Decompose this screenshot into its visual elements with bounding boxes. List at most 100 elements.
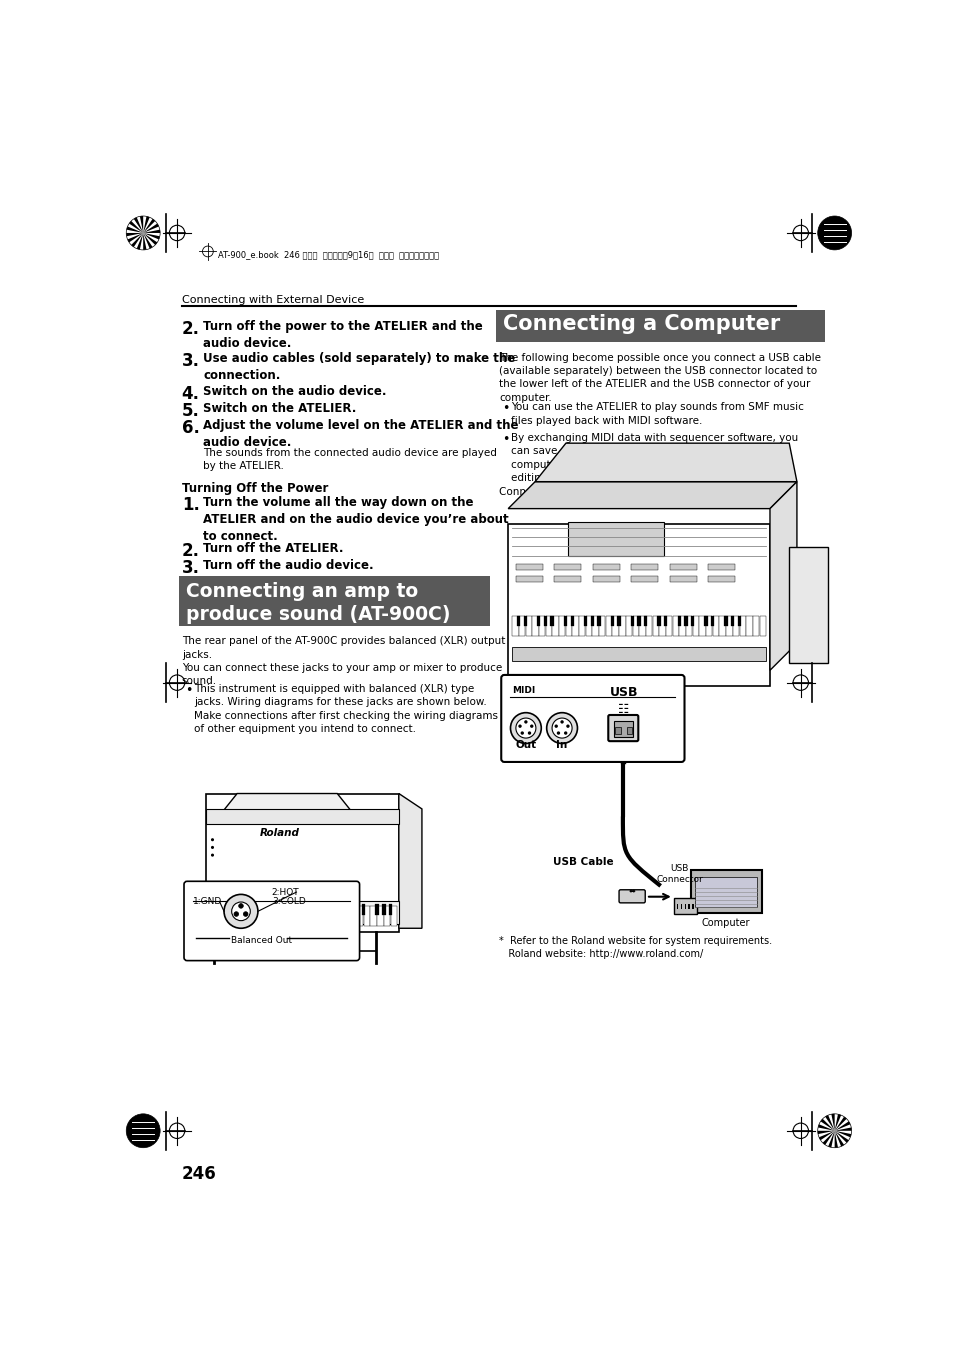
FancyBboxPatch shape xyxy=(608,715,638,742)
Text: Adjust the volume level on the ATELIER and the
audio device.: Adjust the volume level on the ATELIER a… xyxy=(203,419,518,450)
FancyBboxPatch shape xyxy=(672,616,679,636)
FancyBboxPatch shape xyxy=(739,616,745,636)
Text: 246: 246 xyxy=(181,1165,216,1182)
FancyBboxPatch shape xyxy=(583,616,587,627)
FancyBboxPatch shape xyxy=(745,616,752,636)
Circle shape xyxy=(211,854,213,857)
Circle shape xyxy=(520,731,523,735)
Polygon shape xyxy=(535,443,796,482)
FancyBboxPatch shape xyxy=(512,647,765,661)
FancyBboxPatch shape xyxy=(690,616,694,627)
FancyBboxPatch shape xyxy=(558,616,565,636)
Wedge shape xyxy=(140,216,143,232)
Text: •: • xyxy=(501,403,509,415)
FancyBboxPatch shape xyxy=(626,727,632,734)
FancyBboxPatch shape xyxy=(708,565,735,570)
FancyBboxPatch shape xyxy=(663,616,667,627)
FancyBboxPatch shape xyxy=(705,616,712,636)
Wedge shape xyxy=(834,1131,837,1148)
FancyBboxPatch shape xyxy=(618,890,644,902)
FancyBboxPatch shape xyxy=(242,907,248,925)
Wedge shape xyxy=(834,1131,848,1143)
Wedge shape xyxy=(143,219,155,232)
Wedge shape xyxy=(143,223,159,232)
FancyBboxPatch shape xyxy=(673,898,696,913)
Text: Turning Off the Power: Turning Off the Power xyxy=(181,482,328,494)
FancyBboxPatch shape xyxy=(752,616,759,636)
FancyBboxPatch shape xyxy=(208,907,214,925)
Text: Turn off the ATELIER.: Turn off the ATELIER. xyxy=(203,543,343,555)
Text: Connecting a Computer: Connecting a Computer xyxy=(502,313,780,334)
FancyBboxPatch shape xyxy=(375,904,378,915)
Wedge shape xyxy=(834,1115,841,1131)
FancyBboxPatch shape xyxy=(221,907,228,925)
FancyBboxPatch shape xyxy=(219,904,223,915)
Text: Use audio cables (sold separately) to make the
connection.: Use audio cables (sold separately) to ma… xyxy=(203,353,515,382)
FancyBboxPatch shape xyxy=(282,907,289,925)
FancyBboxPatch shape xyxy=(518,616,525,636)
FancyBboxPatch shape xyxy=(516,576,542,582)
Text: You can use the ATELIER to play sounds from SMF music
files played back with MID: You can use the ATELIER to play sounds f… xyxy=(511,403,803,426)
Text: Connect the ATELIER to your computer as shown below.: Connect the ATELIER to your computer as … xyxy=(498,488,789,497)
FancyBboxPatch shape xyxy=(391,907,396,925)
Text: ☷: ☷ xyxy=(618,703,629,716)
FancyBboxPatch shape xyxy=(685,616,692,636)
Text: 1:GND: 1:GND xyxy=(193,897,222,905)
FancyBboxPatch shape xyxy=(234,907,241,925)
FancyBboxPatch shape xyxy=(568,523,663,557)
Circle shape xyxy=(211,846,213,848)
Text: Balanced Out: Balanced Out xyxy=(231,936,292,946)
Polygon shape xyxy=(769,482,796,670)
FancyBboxPatch shape xyxy=(592,576,619,582)
FancyBboxPatch shape xyxy=(525,616,532,636)
FancyBboxPatch shape xyxy=(496,309,824,342)
FancyBboxPatch shape xyxy=(343,907,350,925)
FancyBboxPatch shape xyxy=(523,616,526,627)
Circle shape xyxy=(510,713,540,743)
FancyBboxPatch shape xyxy=(605,616,612,636)
Circle shape xyxy=(554,724,558,728)
Wedge shape xyxy=(129,222,143,232)
Circle shape xyxy=(211,838,213,842)
Circle shape xyxy=(530,724,533,728)
FancyBboxPatch shape xyxy=(294,904,297,915)
Text: Roland: Roland xyxy=(260,828,300,838)
Text: Connecting with External Device: Connecting with External Device xyxy=(181,295,363,304)
FancyBboxPatch shape xyxy=(275,907,282,925)
FancyBboxPatch shape xyxy=(537,616,540,627)
FancyBboxPatch shape xyxy=(213,904,216,915)
FancyBboxPatch shape xyxy=(592,616,598,636)
FancyBboxPatch shape xyxy=(612,616,618,636)
FancyBboxPatch shape xyxy=(335,904,338,915)
FancyBboxPatch shape xyxy=(677,616,680,627)
FancyBboxPatch shape xyxy=(262,907,269,925)
FancyBboxPatch shape xyxy=(639,616,645,636)
Text: 2.: 2. xyxy=(181,320,199,338)
FancyBboxPatch shape xyxy=(206,901,398,924)
FancyBboxPatch shape xyxy=(280,904,284,915)
FancyBboxPatch shape xyxy=(260,904,264,915)
Circle shape xyxy=(243,912,248,916)
FancyBboxPatch shape xyxy=(618,616,625,636)
Text: By exchanging MIDI data with sequencer software, you
can save songs recorded wit: By exchanging MIDI data with sequencer s… xyxy=(511,434,798,482)
FancyBboxPatch shape xyxy=(383,907,390,925)
FancyBboxPatch shape xyxy=(565,616,572,636)
Circle shape xyxy=(233,912,238,916)
FancyBboxPatch shape xyxy=(759,616,765,636)
FancyBboxPatch shape xyxy=(543,616,547,627)
Circle shape xyxy=(517,724,521,728)
FancyBboxPatch shape xyxy=(350,907,356,925)
FancyBboxPatch shape xyxy=(712,616,719,636)
FancyBboxPatch shape xyxy=(679,904,681,909)
Text: The sounds from the connected audio device are played
by the ATELIER.: The sounds from the connected audio devi… xyxy=(203,447,497,471)
Text: 3.: 3. xyxy=(181,353,199,370)
Wedge shape xyxy=(127,227,143,232)
Circle shape xyxy=(552,719,572,738)
Text: Out: Out xyxy=(515,739,536,750)
FancyBboxPatch shape xyxy=(554,565,580,570)
FancyBboxPatch shape xyxy=(214,907,221,925)
Wedge shape xyxy=(132,232,143,247)
FancyBboxPatch shape xyxy=(657,616,660,627)
Text: 3.: 3. xyxy=(181,559,199,577)
Wedge shape xyxy=(830,1113,834,1131)
